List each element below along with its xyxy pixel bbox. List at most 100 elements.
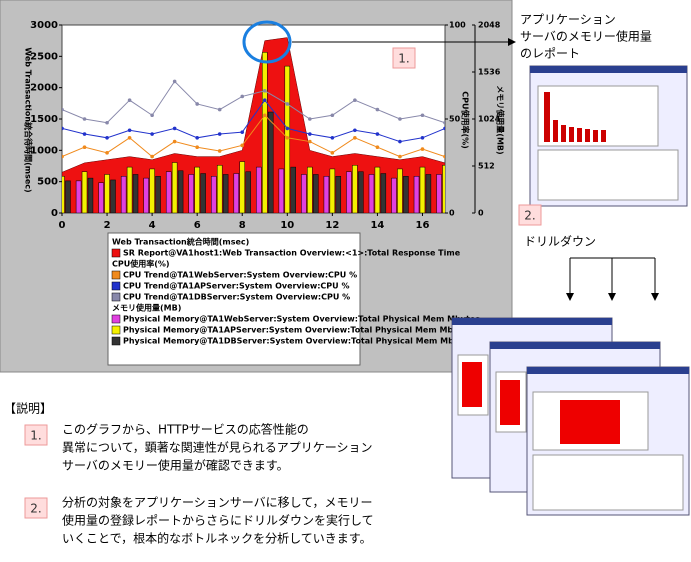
bar	[98, 182, 104, 213]
line-marker	[82, 145, 87, 149]
bar	[75, 180, 82, 213]
bar	[104, 174, 110, 213]
plot	[62, 37, 445, 213]
x-tick-label: 6	[194, 220, 201, 231]
y-tick-label: 1500	[30, 114, 58, 125]
line-marker	[195, 145, 199, 149]
line-marker	[375, 107, 380, 112]
line-marker	[330, 113, 335, 118]
bar	[397, 168, 403, 213]
legend-entry: SR Report@VA1host1:Web Transaction Overv…	[123, 249, 461, 258]
bar	[222, 174, 229, 213]
line-marker	[240, 94, 245, 99]
bar	[256, 166, 262, 213]
item-line: このグラフから、HTTPサービスの応答性能の	[62, 422, 309, 437]
area	[62, 37, 445, 213]
line-marker	[127, 128, 132, 133]
item-number: 2.	[30, 502, 41, 516]
line-marker	[443, 126, 445, 131]
y-tick-label: 2500	[30, 51, 58, 62]
line-marker	[375, 145, 380, 149]
line-marker	[195, 102, 199, 106]
bar	[403, 176, 409, 213]
bar	[62, 176, 65, 213]
line-marker	[172, 126, 177, 131]
line-marker	[127, 136, 132, 140]
drilldown-arrows	[566, 257, 659, 301]
bar	[81, 171, 88, 213]
line-marker	[82, 117, 87, 121]
bar	[143, 177, 149, 213]
line-marker	[217, 107, 222, 112]
x-tick-label: 12	[325, 220, 339, 231]
bar	[132, 174, 139, 213]
legend-swatch	[111, 325, 121, 335]
item-line: サーバのメモリー使用量が確認できます。	[62, 458, 289, 473]
bar	[313, 174, 319, 213]
y-tick-label: 3000	[30, 20, 58, 31]
thumbnail	[529, 65, 688, 207]
legend-swatch	[111, 248, 121, 258]
bar	[374, 166, 381, 213]
line-marker	[150, 132, 154, 136]
bar	[120, 176, 127, 213]
drilldown-windows	[451, 317, 690, 516]
line	[62, 99, 445, 143]
legend-group: メモリ使用量(MB)	[112, 303, 181, 313]
legend-swatch	[111, 281, 121, 291]
bar	[307, 166, 313, 213]
bar	[323, 176, 330, 213]
bar	[380, 173, 387, 213]
y-tick-label: 500	[37, 177, 58, 188]
bar	[149, 168, 155, 213]
badge-number: 1.	[398, 52, 409, 66]
bar	[346, 171, 352, 213]
bar	[267, 111, 274, 213]
bar	[352, 165, 358, 213]
line-marker	[398, 117, 402, 121]
bar	[358, 171, 364, 213]
y2-tick-label: 100	[449, 21, 466, 30]
bar	[110, 179, 116, 213]
y2-axis-label: CPU使用率(%)	[461, 91, 471, 149]
bar	[301, 174, 307, 213]
bar	[216, 165, 223, 213]
line-marker	[353, 98, 357, 102]
line-marker	[308, 139, 312, 144]
y2-tick-label: 0	[449, 209, 455, 218]
bar	[290, 166, 296, 213]
line-marker	[353, 136, 357, 140]
line-marker	[105, 151, 109, 155]
bar	[87, 177, 94, 213]
explanation-heading: 【説明】	[4, 401, 52, 416]
line-marker	[398, 154, 402, 159]
line-marker	[330, 136, 335, 140]
line-marker	[172, 139, 177, 144]
badge	[392, 47, 416, 69]
bar	[177, 170, 184, 213]
legend-entry: CPU Trend@TA1DBServer:System Overview:CP…	[123, 293, 350, 302]
callout-line: アプリケーション	[520, 13, 616, 27]
callout-line: のレポート	[520, 47, 580, 61]
line-marker	[420, 147, 425, 151]
bar	[155, 176, 161, 213]
callout-line: サーバのメモリー使用量	[520, 29, 652, 44]
bar	[425, 174, 432, 213]
x-tick-label: 0	[59, 220, 66, 231]
line-marker	[443, 120, 445, 125]
y-axis-label: Web Transaction統合待時間(msec)	[24, 47, 34, 192]
bar	[329, 168, 336, 213]
x-tick-label: 10	[280, 220, 294, 231]
y-tick-label: 1000	[30, 145, 58, 156]
line-marker	[62, 154, 64, 159]
line-marker	[375, 132, 380, 136]
legend-swatch	[111, 314, 121, 324]
line-marker	[105, 136, 109, 140]
y3-axis-label: メモリ使用量(MB)	[496, 85, 506, 154]
item-line: 分析の対象をアプリケーションサーバに移して，メモリー	[62, 496, 372, 510]
bar	[188, 174, 194, 213]
line-marker	[262, 113, 267, 118]
legend-swatch	[111, 270, 121, 280]
line-marker	[127, 98, 132, 102]
